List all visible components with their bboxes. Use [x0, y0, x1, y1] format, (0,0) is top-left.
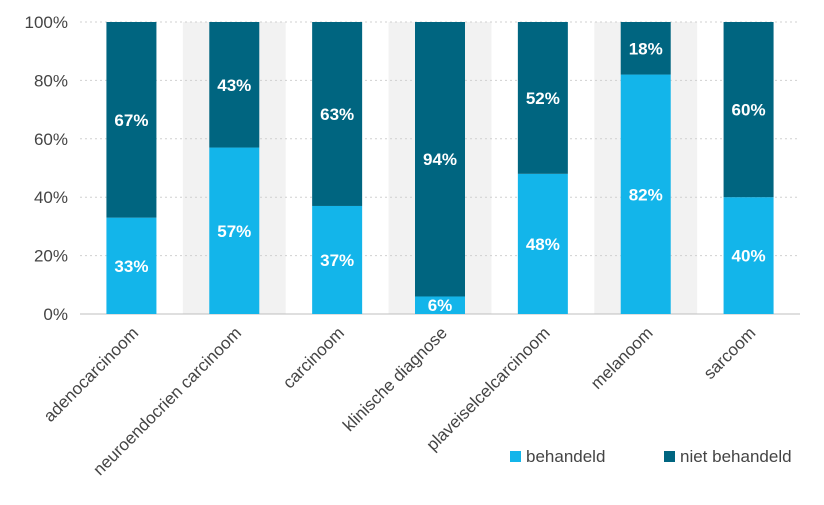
legend-label: niet behandeld: [680, 447, 792, 466]
bar-segment-behandeld: [620, 74, 671, 314]
y-axis: 0% 20% 40% 60% 80% 100%: [25, 13, 68, 324]
data-label: 43%: [217, 76, 251, 95]
bar-segment-niet-behandeld: [415, 22, 465, 297]
y-tick-label: 20%: [34, 247, 68, 266]
legend-swatch: [664, 451, 675, 462]
data-label: 33%: [114, 257, 148, 276]
legend-label: behandeld: [526, 447, 605, 466]
bar-segment-behandeld: [415, 296, 465, 314]
bar-segment-niet-behandeld: [106, 22, 157, 218]
data-label: 67%: [114, 111, 148, 130]
bar-segment-niet-behandeld: [723, 22, 774, 198]
bar-segment-niet-behandeld: [620, 22, 671, 75]
bar-segment-behandeld: [723, 197, 774, 314]
y-tick-label: 60%: [34, 130, 68, 149]
x-category-label: adenocarcinoom: [40, 323, 142, 425]
y-tick-label: 0%: [43, 305, 68, 324]
y-tick-label: 40%: [34, 188, 68, 207]
data-label: 63%: [320, 105, 354, 124]
y-tick-label: 80%: [34, 71, 68, 90]
x-category-label: melanoom: [587, 323, 657, 393]
bar-segment-niet-behandeld: [517, 22, 568, 174]
bar-segment-niet-behandeld: [209, 22, 260, 148]
bar-segment-behandeld: [209, 147, 260, 314]
data-label: 94%: [423, 150, 457, 169]
data-label: 18%: [629, 39, 663, 58]
data-labels: 33% 67% 57% 43% 37% 63% 6% 94% 48% 52% 82% 18% 40% 60…: [114, 39, 765, 315]
y-tick-label: 100%: [25, 13, 68, 32]
x-category-label: klinische diagnose: [339, 323, 451, 435]
data-label: 40%: [732, 247, 766, 266]
data-label: 60%: [732, 101, 766, 120]
bar-segment-behandeld: [106, 217, 157, 314]
x-category-label: sarcoom: [700, 323, 760, 383]
data-label: 52%: [526, 89, 560, 108]
bar-segment-behandeld: [312, 205, 363, 314]
legend: behandeld niet behandeld: [510, 447, 792, 466]
data-label: 37%: [320, 251, 354, 270]
bar-segment-behandeld: [517, 173, 568, 314]
data-label: 57%: [217, 222, 251, 241]
legend-swatch: [510, 451, 521, 462]
data-label: 48%: [526, 235, 560, 254]
bars: [106, 22, 774, 314]
x-category-label: carcinoom: [279, 323, 348, 392]
data-label: 82%: [629, 185, 663, 204]
data-label: 6%: [428, 296, 453, 315]
bar-segment-niet-behandeld: [312, 22, 363, 206]
